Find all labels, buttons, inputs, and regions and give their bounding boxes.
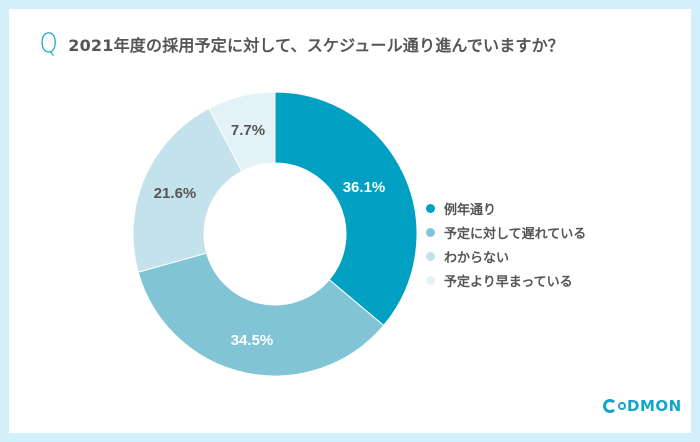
legend-dot-icon <box>426 251 435 261</box>
logo-c-icon <box>603 399 617 413</box>
donut-slice <box>274 91 418 327</box>
legend-item-delayed: 予定に対して遅れている <box>426 220 586 244</box>
legend-dot-icon <box>426 275 435 285</box>
legend-dot-icon <box>426 227 435 237</box>
legend-dot-icon <box>426 203 435 213</box>
question-header: Q 2021年度の採用予定に対して、スケジュール通り進んでいますか？ <box>38 30 564 57</box>
legend-item-ahead: 予定より早まっている <box>426 268 586 292</box>
slice-label-0: 36.1% <box>343 179 386 196</box>
slice-label-1: 34.5% <box>231 332 274 349</box>
chart-title: 2021年度の採用予定に対して、スケジュール通り進んでいますか？ <box>68 35 564 55</box>
logo-o-icon <box>618 402 626 410</box>
legend-item-unknown: わからない <box>426 244 586 268</box>
donut-slice <box>208 91 276 172</box>
slice-label-2: 21.6% <box>154 185 197 202</box>
legend-item-on-schedule: 例年通り <box>426 196 586 220</box>
donut-slice <box>132 107 243 273</box>
donut-slices <box>132 91 418 377</box>
slice-label-3: 7.7% <box>231 122 265 139</box>
donut-slice <box>137 252 385 377</box>
q-icon: Q <box>39 28 58 59</box>
chart-legend: 例年通り 予定に対して遅れている わからない 予定より早まっている <box>426 196 586 292</box>
codmon-logo: DMON <box>603 397 682 415</box>
